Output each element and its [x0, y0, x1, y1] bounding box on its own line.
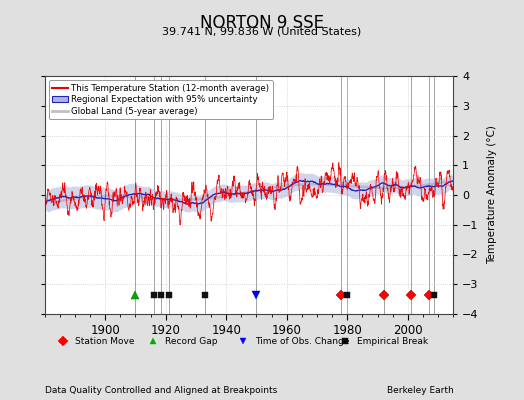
Text: NORTON 9 SSE: NORTON 9 SSE: [200, 14, 324, 32]
Text: Berkeley Earth: Berkeley Earth: [387, 386, 453, 395]
Y-axis label: Temperature Anomaly (°C): Temperature Anomaly (°C): [487, 126, 497, 264]
Text: 39.741 N, 99.836 W (United States): 39.741 N, 99.836 W (United States): [162, 26, 362, 36]
Text: Record Gap: Record Gap: [165, 337, 217, 346]
Text: Empirical Break: Empirical Break: [357, 337, 428, 346]
Text: Time of Obs. Change: Time of Obs. Change: [255, 337, 350, 346]
Text: Data Quality Controlled and Aligned at Breakpoints: Data Quality Controlled and Aligned at B…: [45, 386, 277, 395]
Legend: This Temperature Station (12-month average), Regional Expectation with 95% uncer: This Temperature Station (12-month avera…: [49, 80, 272, 119]
Text: Station Move: Station Move: [75, 337, 135, 346]
